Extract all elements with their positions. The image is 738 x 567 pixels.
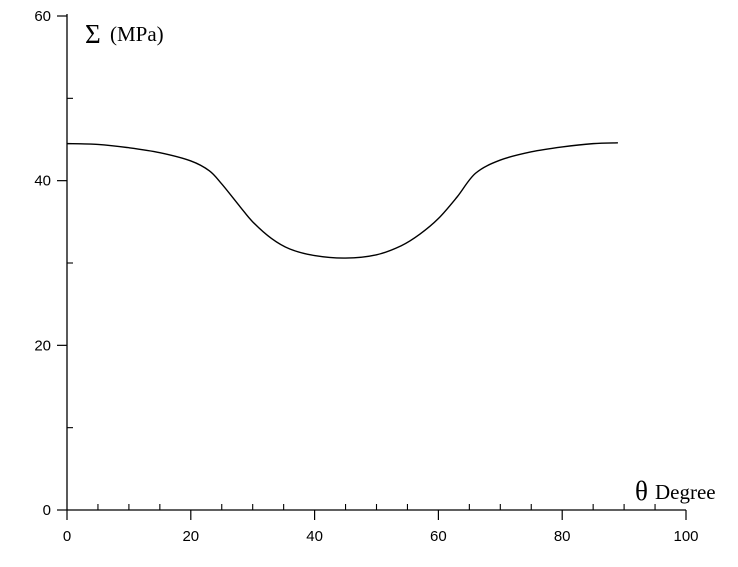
- y-axis-unit: (MPa): [110, 22, 164, 46]
- y-tick-label: 20: [34, 337, 51, 354]
- x-axis-symbol: θ: [635, 476, 648, 506]
- y-tick-label: 40: [34, 173, 51, 190]
- x-tick-label: 80: [554, 528, 571, 545]
- y-tick-label: 0: [43, 502, 51, 519]
- x-tick-label: 100: [673, 528, 698, 545]
- axes: [66, 14, 686, 511]
- x-tick-label: 0: [63, 528, 71, 545]
- stress-curve: [66, 142, 618, 259]
- ticks: [57, 15, 687, 520]
- series: [66, 142, 618, 259]
- tick-labels: 0 20 40 60 80 100 0 20 40 60: [34, 8, 698, 545]
- x-axis-unit: Degree: [655, 480, 716, 504]
- x-tick-label: 20: [182, 528, 199, 545]
- x-tick-label: 60: [430, 528, 447, 545]
- x-tick-label: 40: [306, 528, 323, 545]
- y-tick-label: 60: [34, 8, 51, 25]
- y-axis-symbol: Σ: [85, 19, 101, 49]
